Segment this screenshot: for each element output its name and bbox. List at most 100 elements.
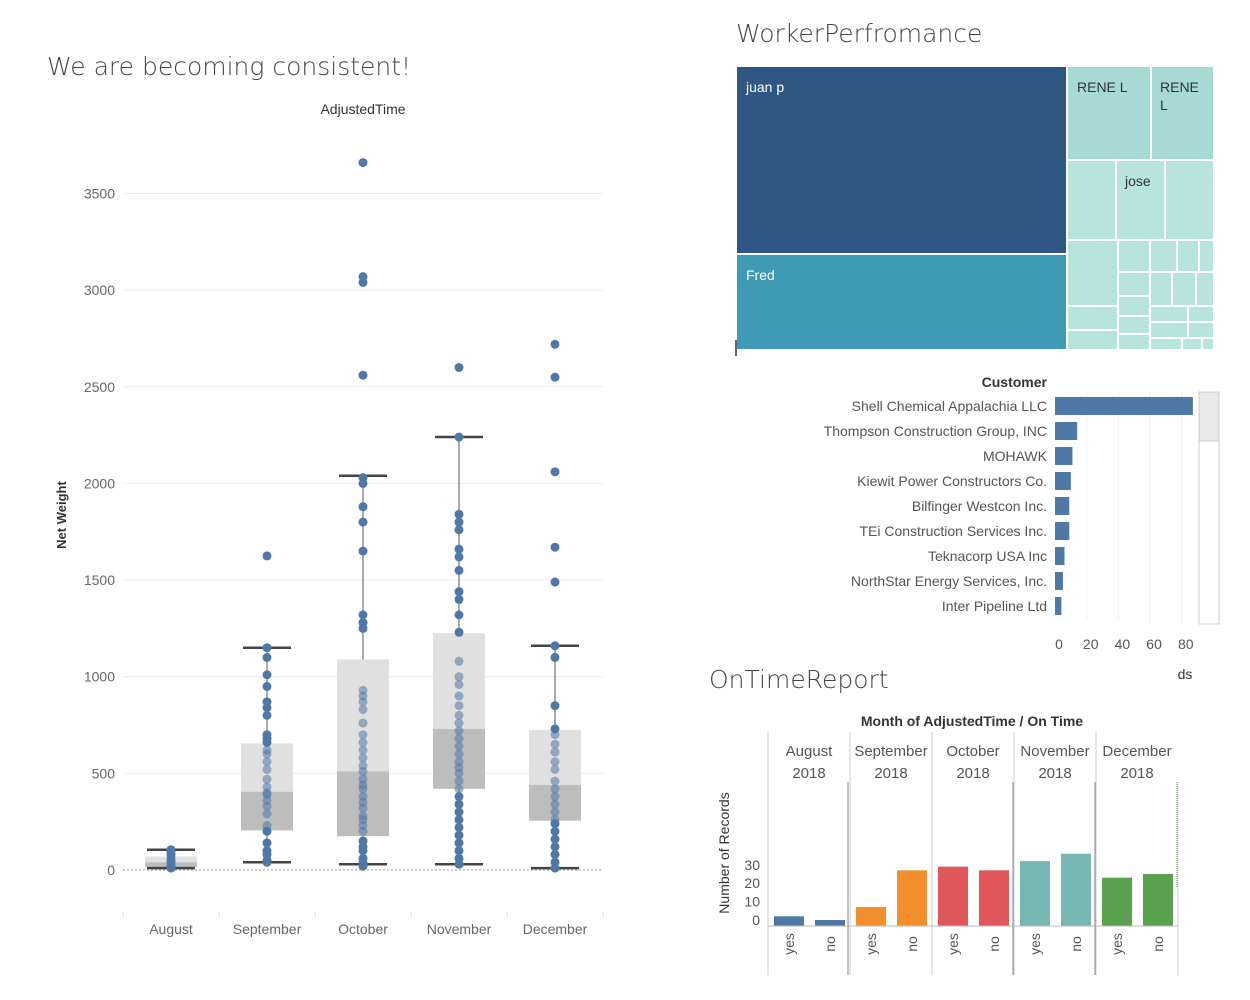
category-label: NorthStar Energy Services, Inc. — [851, 573, 1047, 589]
onTime-label: yes — [1109, 933, 1125, 955]
bar — [1061, 853, 1091, 926]
category-label: Kiewit Power Constructors Co. — [857, 473, 1047, 489]
onTime-label: no — [904, 936, 920, 952]
onTime-label: yes — [1027, 933, 1043, 955]
data-point — [262, 670, 272, 680]
data-point — [454, 815, 464, 825]
month-label: November — [1020, 743, 1089, 760]
treemap-label: juan p — [745, 79, 784, 95]
data-point — [454, 718, 464, 728]
x-tick-label: 20 — [1083, 636, 1099, 652]
data-point — [262, 782, 272, 792]
data-point — [358, 811, 368, 821]
data-point — [454, 784, 464, 794]
customer-header: Customer — [982, 374, 1048, 390]
data-point — [454, 838, 464, 848]
y-tick-label: 2000 — [84, 475, 115, 491]
data-point — [550, 747, 560, 757]
data-point — [454, 679, 464, 689]
x-tick-label: 0 — [1055, 636, 1063, 652]
data-point — [454, 672, 464, 682]
data-point — [550, 339, 560, 349]
data-point — [550, 826, 560, 836]
bar — [897, 870, 927, 926]
data-point — [550, 641, 560, 651]
treemap-cell — [735, 253, 1068, 351]
bar — [1055, 547, 1065, 565]
y-axis-label: Net Weight — [54, 481, 69, 549]
category-label: Bilfinger Westcon Inc. — [912, 498, 1047, 514]
data-point — [550, 701, 560, 711]
month-label: December — [1102, 743, 1171, 760]
category-label: Teknacorp USA Inc — [928, 548, 1047, 564]
data-point — [454, 853, 464, 863]
data-point — [358, 370, 368, 380]
boxplot-header: AdjustedTime — [320, 101, 405, 117]
category-label: TEi Construction Services Inc. — [859, 523, 1047, 539]
data-point — [550, 834, 560, 844]
data-point — [454, 565, 464, 575]
treemap-label-line: RENE — [1160, 79, 1199, 95]
y-tick-label: 2500 — [84, 379, 115, 395]
data-point — [262, 730, 272, 740]
data-point — [550, 739, 560, 749]
data-point — [454, 776, 464, 786]
data-point — [358, 546, 368, 556]
treemap-cell — [1066, 159, 1117, 241]
y-tick-label: 10 — [744, 894, 760, 910]
data-point — [454, 741, 464, 751]
data-point — [550, 652, 560, 662]
treemap-cell — [735, 65, 1068, 255]
treemap-label: RENE L — [1160, 79, 1199, 113]
category-label: Inter Pipeline Ltd — [942, 598, 1047, 614]
onTime-label: yes — [863, 933, 879, 955]
year-label: 2018 — [874, 765, 907, 782]
data-point — [358, 610, 368, 620]
treemap-label: Fred — [746, 267, 775, 283]
x-tick-label: December — [523, 921, 588, 937]
y-axis-label: Number of Records — [716, 792, 732, 913]
ontime-title: OnTimeReport — [709, 665, 889, 694]
year-label: 2018 — [1120, 765, 1153, 782]
data-point — [454, 734, 464, 744]
data-point — [166, 845, 176, 855]
scrollbar-thumb — [1198, 391, 1220, 442]
y-tick-label: 1000 — [84, 669, 115, 685]
data-point — [262, 697, 272, 707]
y-tick-label: 20 — [744, 875, 760, 891]
data-point — [454, 710, 464, 720]
month-label: September — [854, 743, 927, 760]
data-point — [454, 517, 464, 527]
onTime-label: yes — [945, 933, 961, 955]
year-label: 2018 — [1038, 765, 1071, 782]
data-point — [454, 726, 464, 736]
treemap-cell — [1164, 159, 1215, 241]
x-axis-label: ds — [1178, 666, 1193, 682]
data-point — [454, 749, 464, 759]
data-point — [550, 792, 560, 802]
data-point — [454, 830, 464, 840]
year-label: 2018 — [956, 765, 989, 782]
data-point — [358, 685, 368, 695]
bar — [1055, 422, 1078, 440]
boxplot-title: We are becoming consistent! — [47, 52, 412, 81]
x-tick-label: 40 — [1115, 636, 1131, 652]
data-point — [454, 509, 464, 519]
data-point — [454, 525, 464, 535]
x-tick-label: 80 — [1178, 636, 1194, 652]
category-label: Shell Chemical Appalachia LLC — [852, 398, 1047, 414]
data-point — [358, 705, 368, 715]
bar — [1055, 447, 1073, 465]
data-point — [358, 745, 368, 755]
y-tick-label: 3000 — [84, 282, 115, 298]
y-tick-label: 1500 — [84, 572, 115, 588]
data-point — [454, 610, 464, 620]
treemap-title: WorkerPerfromance — [736, 19, 983, 48]
data-point — [358, 792, 368, 802]
month-label: August — [786, 743, 834, 760]
data-point — [454, 544, 464, 554]
treemap-cell — [1150, 65, 1215, 161]
data-point — [262, 551, 272, 561]
